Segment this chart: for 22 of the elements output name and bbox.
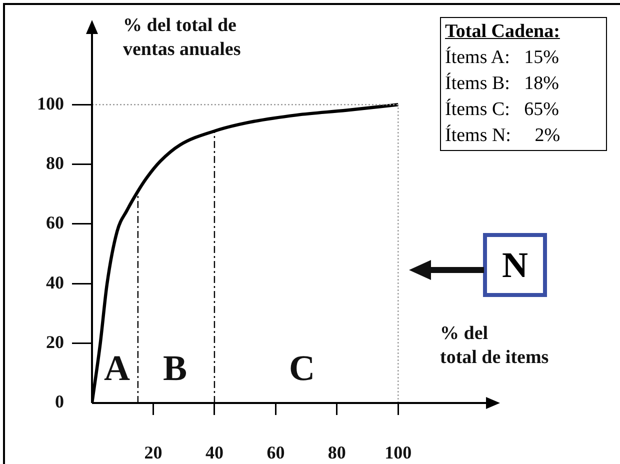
annotation: C <box>289 348 315 388</box>
annotation: Ítems C: 65% <box>445 98 560 122</box>
x-tick-label: 60 <box>266 442 285 462</box>
y-axis-title: % del total de ventas anuales <box>123 14 241 62</box>
annotation: Ítems A: 15% <box>445 46 560 70</box>
x-tick-label: 100 <box>384 442 412 462</box>
annotation: Ítems N: 2% <box>445 124 562 148</box>
text: N <box>483 233 547 297</box>
y-tick-label: 40 <box>46 272 64 292</box>
y-tick-label: 0 <box>55 392 64 412</box>
x-tick-label: 20 <box>144 442 162 462</box>
y-tick-label: 60 <box>46 212 64 233</box>
x-tick-label: 40 <box>205 442 224 462</box>
x-axis-title: % del total de items <box>440 322 549 370</box>
annotation: Ítems B: 18% <box>445 72 560 96</box>
annotation: Total Cadena: <box>445 21 560 42</box>
y-tick-label: 20 <box>46 332 64 352</box>
x-tick-label: 80 <box>328 442 346 462</box>
annotation: B <box>163 348 188 388</box>
y-tick-label: 100 <box>37 93 64 114</box>
annotation: A <box>104 348 130 388</box>
y-tick-label: 80 <box>46 152 64 173</box>
